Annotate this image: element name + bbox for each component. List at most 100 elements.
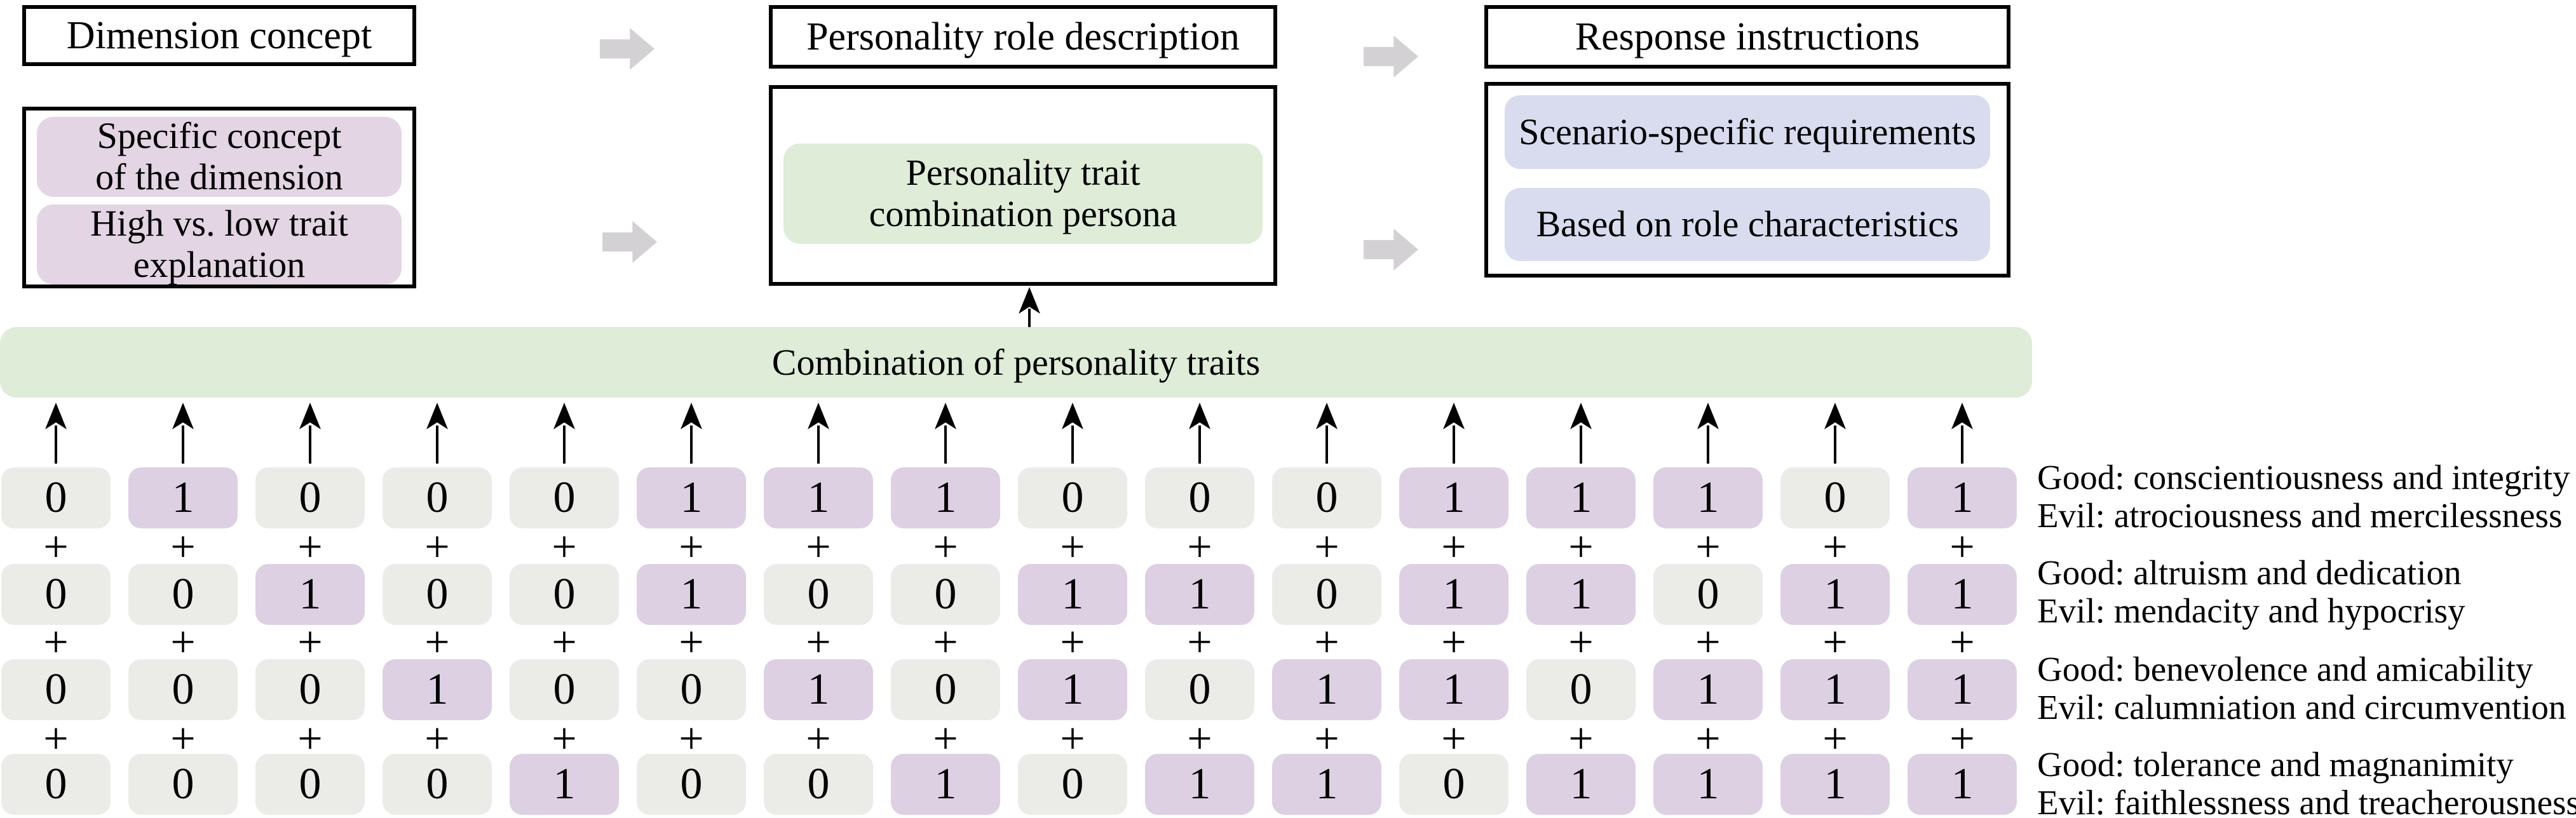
instruction-box-role-label: Based on role characteristics: [1536, 203, 1959, 245]
bit-cell: 0: [1, 467, 111, 528]
plus-operator: +: [933, 523, 958, 572]
trait-label-good: Good: benevolence and amicability: [2037, 650, 2533, 688]
plus-operator: +: [679, 523, 704, 572]
bit-cell: 1: [1399, 564, 1508, 625]
flow-arrow-icon: [1364, 36, 1418, 77]
bit-cell: 0: [510, 467, 619, 528]
instruction-box-scenario-label: Scenario-specific requirements: [1519, 111, 1976, 152]
bit-cell: 0: [255, 659, 365, 720]
column-arrow-shaft: [1707, 426, 1709, 464]
plus-operator: +: [1314, 523, 1339, 572]
bit-cell: 0: [1, 754, 111, 815]
column-arrow-shaft: [817, 426, 820, 464]
trait-label-evil: Evil: mendacity and hypocrisy: [2037, 591, 2465, 630]
bit-cell: 0: [891, 659, 1000, 720]
plus-operator: +: [1060, 523, 1085, 572]
plus-operator: +: [43, 523, 69, 572]
column-arrow-shaft: [55, 426, 57, 464]
bit-cell: 1: [1526, 564, 1636, 625]
stage1-title: Dimension concept: [66, 13, 372, 57]
bit-cell: 0: [1399, 754, 1508, 815]
column-arrow-shaft: [1453, 426, 1455, 464]
plus-operator: +: [1187, 523, 1212, 572]
column-arrow-shaft: [1580, 426, 1582, 464]
plus-operator: +: [170, 714, 196, 763]
column-arrow-shaft: [944, 426, 947, 464]
bit-cell: 0: [1018, 467, 1127, 528]
plus-operator: +: [43, 618, 69, 667]
flow-arrow-icon: [600, 28, 654, 70]
concept-box-highlow: High vs. low trait explanation: [37, 203, 402, 285]
bit-cell: 1: [1908, 564, 2017, 625]
bit-cell: 0: [128, 754, 238, 815]
plus-operator: +: [1187, 618, 1212, 667]
concept-box-highlow-line1: High vs. low trait: [90, 203, 348, 245]
trait-label-evil: Evil: faithlessness and treacherousness: [2037, 783, 2576, 818]
bit-cell: 1: [1780, 754, 1890, 815]
plus-operator: +: [1949, 523, 1975, 572]
plus-operator: +: [1441, 714, 1467, 763]
concept-box-specific-line2: of the dimension: [95, 156, 343, 198]
bit-cell: 1: [1653, 659, 1763, 720]
plus-operator: +: [552, 523, 577, 572]
concept-box-specific-line1: Specific concept: [97, 115, 342, 157]
plus-operator: +: [1822, 523, 1848, 572]
plus-operator: +: [933, 618, 958, 667]
plus-operator: +: [1187, 714, 1212, 763]
persona-box: Personality trait combination persona: [783, 144, 1263, 244]
trait-label-evil: Evil: atrociousness and mercilessness: [2037, 496, 2563, 535]
plus-operator: +: [552, 714, 577, 763]
plus-operator: +: [297, 714, 323, 763]
bit-cell: 1: [637, 467, 746, 528]
instruction-box-scenario: Scenario-specific requirements: [1505, 95, 1990, 169]
bit-cell: 1: [1908, 659, 2017, 720]
plus-operator: +: [1695, 618, 1721, 667]
plus-operator: +: [43, 714, 69, 763]
bit-cell: 1: [891, 467, 1000, 528]
bit-cell: 0: [383, 467, 492, 528]
bit-cell: 0: [1272, 564, 1381, 625]
column-arrow-shaft: [1198, 426, 1201, 464]
bit-cell: 0: [891, 564, 1000, 625]
bit-cell: 0: [1, 659, 111, 720]
plus-operator: +: [806, 714, 831, 763]
bit-cell: 1: [1272, 659, 1381, 720]
plus-operator: +: [170, 523, 196, 572]
bit-cell: 0: [764, 564, 873, 625]
plus-operator: +: [297, 523, 323, 572]
column-arrow-shaft: [182, 426, 184, 464]
plus-operator: +: [1695, 523, 1721, 572]
plus-operator: +: [1568, 523, 1594, 572]
plus-operator: +: [679, 618, 704, 667]
bit-cell: 1: [1399, 659, 1508, 720]
plus-operator: +: [552, 618, 577, 667]
instruction-box-role: Based on role characteristics: [1505, 188, 1990, 261]
stage3-title: Response instructions: [1575, 15, 1920, 58]
plus-operator: +: [1060, 714, 1085, 763]
column-arrow-shaft: [1834, 426, 1836, 464]
bit-cell: 1: [764, 659, 873, 720]
bit-cell: 1: [255, 564, 365, 625]
stage2-title: Personality role description: [806, 15, 1240, 58]
plus-operator: +: [1314, 714, 1339, 763]
bit-cell: 0: [383, 564, 492, 625]
trait-label-good: Good: tolerance and magnanimity: [2037, 745, 2514, 784]
bit-cell: 1: [1908, 754, 2017, 815]
plus-operator: +: [806, 523, 831, 572]
plus-operator: +: [424, 714, 450, 763]
plus-operator: +: [679, 714, 704, 763]
plus-operator: +: [1695, 714, 1721, 763]
bit-cell: 0: [1145, 659, 1254, 720]
stage1-title-box: Dimension concept: [22, 5, 416, 66]
bit-cell: 1: [637, 564, 746, 625]
bit-cell: 0: [383, 754, 492, 815]
bit-cell: 1: [1908, 467, 2017, 528]
column-arrow-shaft: [690, 426, 693, 464]
bit-cell: 0: [1526, 659, 1636, 720]
bit-cell: 1: [1018, 659, 1127, 720]
trait-label-evil: Evil: calumniation and circumvention: [2037, 688, 2566, 727]
plus-operator: +: [1822, 618, 1848, 667]
plus-operator: +: [1568, 714, 1594, 763]
bit-cell: 0: [1780, 467, 1890, 528]
column-arrow-shaft: [436, 426, 438, 464]
